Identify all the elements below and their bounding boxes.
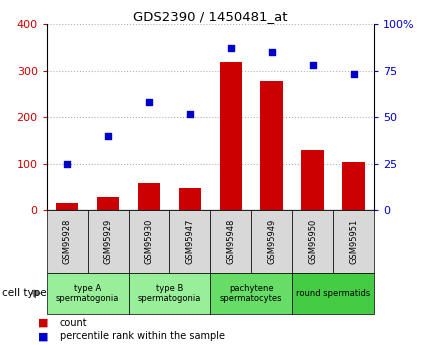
Text: round spermatids: round spermatids	[296, 289, 370, 298]
Bar	[342, 161, 365, 210]
Text: GSM95949: GSM95949	[267, 219, 276, 264]
Text: GSM95928: GSM95928	[63, 219, 72, 264]
Bar	[47, 273, 128, 314]
Text: percentile rank within the sample: percentile rank within the sample	[60, 332, 224, 341]
Bar	[251, 210, 292, 273]
Bar	[292, 210, 333, 273]
Text: GSM95950: GSM95950	[308, 219, 317, 264]
Bar	[97, 197, 119, 210]
Bar	[56, 204, 79, 210]
Text: ■: ■	[38, 318, 49, 327]
Bar	[220, 62, 242, 210]
Bar	[88, 210, 128, 273]
Bar	[210, 210, 251, 273]
Text: GSM95930: GSM95930	[144, 219, 153, 264]
Bar	[128, 273, 210, 314]
Point	[64, 161, 71, 167]
Point	[268, 49, 275, 55]
Point	[350, 72, 357, 77]
Bar	[261, 81, 283, 210]
Bar	[170, 210, 210, 273]
Text: GSM95948: GSM95948	[227, 219, 235, 264]
Point	[227, 46, 234, 51]
Bar	[128, 210, 170, 273]
Text: ■: ■	[38, 332, 49, 341]
Bar	[178, 188, 201, 210]
Text: cell type: cell type	[2, 288, 47, 298]
Bar	[333, 210, 374, 273]
Point	[309, 62, 316, 68]
Text: count: count	[60, 318, 87, 327]
Bar	[292, 273, 374, 314]
Point	[105, 133, 111, 139]
Text: GSM95947: GSM95947	[185, 219, 194, 264]
Point	[146, 100, 153, 105]
Title: GDS2390 / 1450481_at: GDS2390 / 1450481_at	[133, 10, 288, 23]
Text: pachytene
spermatocytes: pachytene spermatocytes	[220, 284, 283, 303]
Bar	[210, 273, 292, 314]
Text: type A
spermatogonia: type A spermatogonia	[56, 284, 119, 303]
Text: GSM95929: GSM95929	[104, 219, 113, 264]
Text: type B
spermatogonia: type B spermatogonia	[138, 284, 201, 303]
Bar	[138, 184, 160, 210]
Point	[187, 111, 193, 116]
Bar	[47, 210, 88, 273]
Text: GSM95951: GSM95951	[349, 219, 358, 264]
Bar	[301, 150, 324, 210]
